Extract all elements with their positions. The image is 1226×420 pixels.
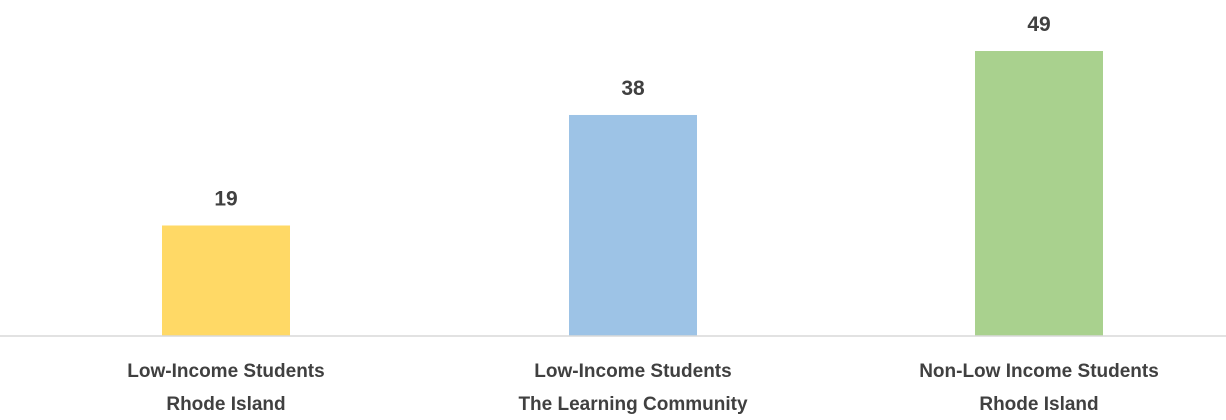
category-label-1-line-1: Low-Income Students [127,361,324,382]
category-label-2-line-2: The Learning Community [518,394,748,415]
data-label-3: 49 [1027,13,1050,36]
data-labels-layer: 19 38 49 [214,13,1050,210]
bars-layer [162,51,1103,337]
bar-2 [569,114,697,337]
data-label-2: 38 [621,77,645,100]
data-label-1: 19 [214,187,237,210]
category-label-1-line-2: Rhode Island [166,394,285,415]
category-label-2-line-1: Low-Income Students [534,361,731,382]
category-label-3-line-1: Non-Low Income Students [919,361,1159,382]
category-labels-layer: Low-Income Students Rhode Island Low-Incom… [127,361,1159,415]
category-label-3-line-2: Rhode Island [979,394,1098,415]
bar-1 [162,225,290,336]
bar-3 [975,51,1103,336]
